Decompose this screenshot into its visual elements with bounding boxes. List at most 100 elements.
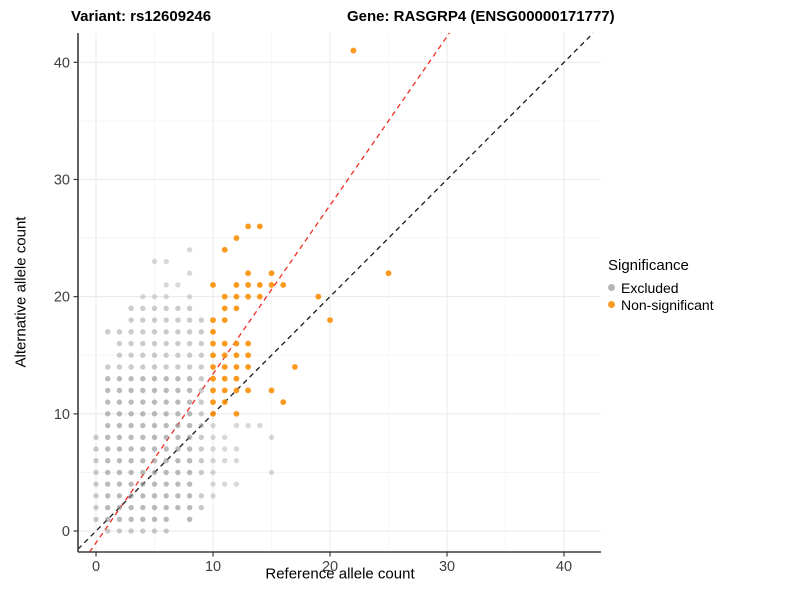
data-point-non-significant (268, 282, 275, 288)
data-point-excluded (198, 375, 205, 382)
data-point-excluded (128, 411, 134, 417)
data-point-excluded (151, 481, 158, 487)
data-point-excluded (233, 481, 240, 487)
data-point-excluded (116, 469, 123, 476)
data-point-excluded (93, 458, 99, 464)
data-point-excluded (116, 446, 123, 452)
data-point-excluded (151, 305, 158, 312)
data-point-excluded (140, 481, 146, 487)
data-point-excluded (210, 481, 216, 487)
data-point-excluded (105, 375, 111, 382)
data-point-non-significant (233, 387, 240, 394)
data-point-excluded (105, 364, 111, 370)
data-point-non-significant (292, 364, 298, 370)
data-point-excluded (105, 446, 111, 452)
data-point-excluded (151, 504, 158, 511)
data-point-excluded (105, 422, 111, 429)
data-point-excluded (140, 434, 146, 440)
data-point-non-significant (245, 282, 252, 288)
data-point-non-significant (221, 387, 228, 394)
data-point-excluded (186, 469, 193, 476)
data-point-excluded (128, 305, 134, 312)
data-point-excluded (163, 516, 169, 523)
data-point-non-significant (233, 293, 240, 300)
data-point-excluded (128, 481, 134, 487)
x-tick-label: 20 (322, 559, 338, 575)
data-point-excluded (198, 317, 205, 323)
data-point-excluded (257, 422, 263, 429)
data-point-excluded (105, 399, 111, 405)
data-point-excluded (151, 375, 158, 382)
y-tick-label: 20 (54, 290, 70, 306)
data-point-excluded (210, 458, 216, 464)
data-point-excluded (151, 516, 158, 523)
data-point-excluded (105, 329, 111, 335)
data-point-excluded (116, 387, 123, 394)
data-point-excluded (140, 340, 146, 347)
data-point-non-significant (221, 305, 228, 312)
data-point-non-significant (245, 270, 252, 277)
data-point-excluded (116, 375, 123, 382)
data-point-excluded (163, 305, 169, 312)
data-point-excluded (163, 375, 169, 382)
data-point-non-significant (221, 246, 228, 253)
data-point-non-significant (268, 387, 275, 394)
data-point-excluded (210, 422, 216, 429)
data-point-excluded (163, 329, 169, 335)
data-point-non-significant (221, 399, 228, 406)
data-point-excluded (186, 481, 193, 487)
y-tick-label: 30 (54, 172, 70, 188)
data-point-non-significant (210, 375, 216, 382)
data-point-excluded (93, 469, 99, 476)
expected-ratio-line (89, 32, 450, 553)
data-point-non-significant (221, 293, 228, 300)
data-point-excluded (116, 434, 123, 440)
y-tick-label: 10 (54, 407, 70, 423)
data-point-excluded (140, 504, 146, 511)
data-point-excluded (163, 258, 169, 265)
y-tick-label: 0 (62, 524, 70, 540)
data-point-excluded (116, 411, 123, 417)
data-point-non-significant (210, 352, 216, 359)
data-point-excluded (198, 352, 205, 358)
data-point-excluded (151, 352, 158, 358)
data-point-excluded (105, 458, 111, 464)
data-point-excluded (163, 481, 169, 487)
data-point-excluded (175, 352, 181, 358)
data-point-excluded (163, 293, 169, 300)
data-point-excluded (198, 434, 205, 440)
data-point-excluded (175, 481, 181, 487)
data-point-non-significant (245, 223, 252, 230)
data-point-non-significant (245, 387, 252, 394)
data-point-excluded (105, 528, 111, 534)
data-point-excluded (151, 434, 158, 440)
data-point-excluded (116, 481, 123, 487)
data-point-excluded (128, 387, 134, 394)
data-point-excluded (175, 446, 181, 452)
data-point-excluded (163, 317, 169, 323)
data-point-excluded (186, 422, 193, 429)
data-point-excluded (163, 364, 169, 370)
data-point-excluded (222, 481, 228, 487)
x-tick-label: 0 (92, 559, 100, 575)
data-point-excluded (151, 422, 158, 429)
data-point-excluded (140, 399, 146, 405)
data-point-excluded (198, 446, 205, 452)
data-point-excluded (151, 469, 158, 476)
data-point-excluded (268, 434, 275, 440)
data-point-excluded (222, 434, 228, 440)
data-point-excluded (175, 504, 181, 511)
data-point-non-significant (233, 375, 240, 382)
data-point-non-significant (210, 282, 216, 288)
data-point-excluded (245, 422, 251, 429)
data-point-excluded (128, 352, 134, 358)
data-point-excluded (210, 446, 216, 452)
data-point-excluded (175, 399, 181, 405)
data-point-non-significant (233, 352, 240, 359)
data-point-excluded (163, 493, 169, 499)
data-point-excluded (210, 469, 216, 476)
data-point-excluded (116, 493, 123, 499)
data-point-excluded (186, 364, 193, 370)
data-point-excluded (128, 317, 134, 323)
